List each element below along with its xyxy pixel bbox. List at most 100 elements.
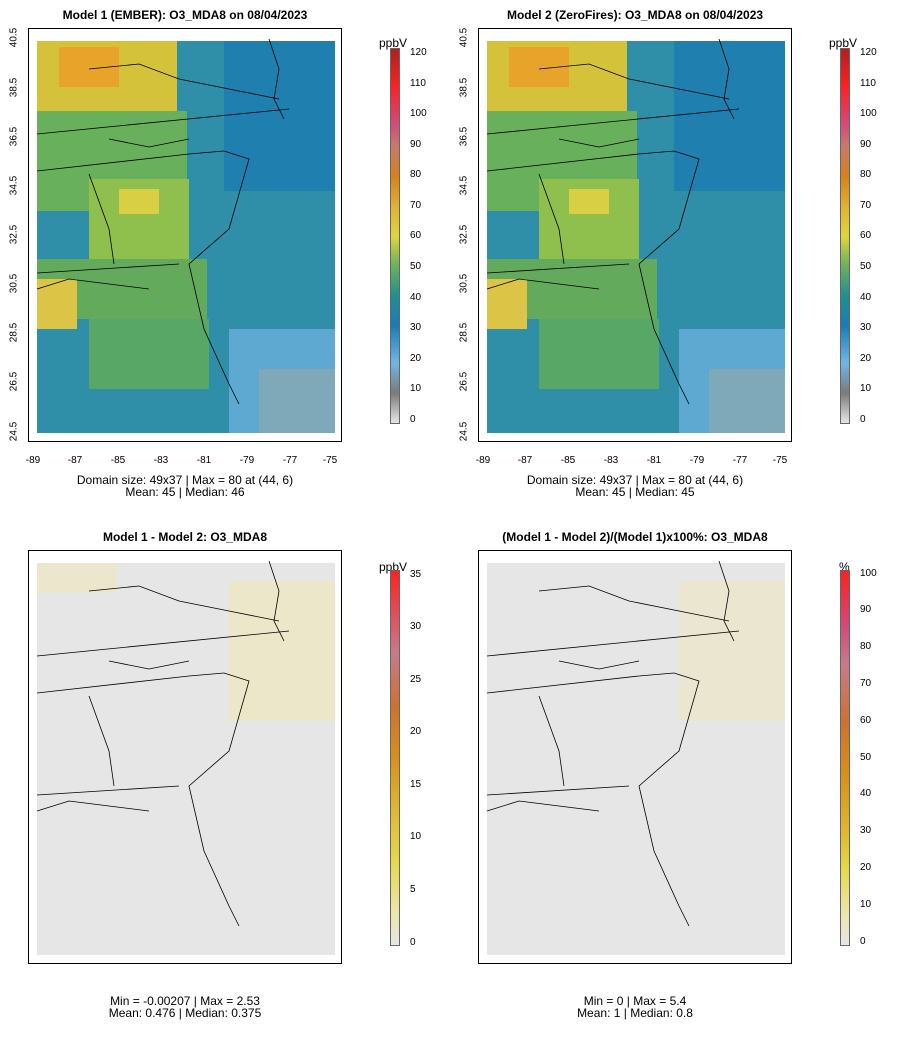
x-tick: -77 (732, 455, 748, 466)
x-tick: -79 (239, 455, 255, 466)
y-tick: 32.5 (458, 224, 470, 245)
colorbar-label: 30 (410, 621, 422, 632)
map-frame (478, 28, 792, 442)
colorbar-label: 80 (410, 169, 422, 180)
x-tick: -87 (517, 455, 533, 466)
colorbar (840, 570, 850, 946)
colorbar-label: 90 (860, 604, 872, 615)
x-tick: -81 (196, 455, 212, 466)
colorbar-label: 30 (860, 825, 872, 836)
colorbar-unit: % (839, 560, 850, 574)
x-tick: -89 (475, 455, 491, 466)
x-tick: -87 (67, 455, 83, 466)
y-tick: 24.5 (8, 421, 20, 442)
colorbar-label: 100 (860, 568, 877, 579)
colorbar-label: 0 (410, 414, 416, 425)
model1-map-panel: Model 1 (EMBER): O3_MDA8 on 08/04/2023 (0, 0, 450, 520)
x-tick: -75 (772, 455, 788, 466)
x-tick: -79 (689, 455, 705, 466)
percent-difference-field-map (486, 560, 785, 955)
colorbar-label: 0 (860, 414, 866, 425)
y-tick: 32.5 (8, 224, 20, 245)
colorbar-label: 20 (410, 353, 422, 364)
map-frame (28, 550, 342, 964)
y-tick: 34.5 (458, 175, 470, 196)
stats-line: Min = 0 | Max = 5.4 (583, 994, 687, 1008)
y-tick: 36.5 (458, 126, 470, 147)
panel-title: Model 1 (EMBER): O3_MDA8 on 08/04/2023 (62, 8, 308, 22)
colorbar-unit: ppbV (829, 36, 858, 50)
colorbar-label: 70 (860, 200, 872, 211)
colorbar-label: 110 (860, 78, 876, 89)
colorbar-label: 110 (410, 78, 426, 89)
x-tick: -77 (282, 455, 298, 466)
stats-line: Mean: 0.476 | Median: 0.375 (108, 1006, 262, 1020)
colorbar (390, 48, 400, 424)
colorbar-label: 30 (860, 322, 872, 333)
colorbar-label: 40 (860, 788, 872, 799)
colorbar-label: 60 (860, 230, 872, 241)
colorbar-label: 10 (860, 899, 872, 910)
colorbar-label: 60 (410, 230, 422, 241)
y-tick: 34.5 (8, 175, 20, 196)
colorbar-label: 30 (410, 322, 422, 333)
percent-difference-map-panel: (Model 1 - Model 2)/(Model 1)x100%: O3_M… (450, 520, 900, 1045)
colorbar-label: 100 (410, 108, 427, 119)
colorbar-label: 40 (860, 292, 872, 303)
colorbar (840, 48, 850, 424)
colorbar-label: 10 (860, 383, 872, 394)
colorbar-label: 120 (410, 47, 427, 58)
y-tick: 36.5 (8, 126, 20, 147)
colorbar-label: 20 (860, 353, 872, 364)
y-tick: 38.5 (458, 77, 470, 98)
colorbar-label: 50 (860, 752, 872, 763)
x-tick: -75 (322, 455, 338, 466)
colorbar-label: 0 (860, 936, 866, 947)
x-tick: -89 (25, 455, 41, 466)
stats-line: Domain size: 49x37 | Max = 80 at (44, 6) (526, 473, 744, 487)
model2-map-panel: Model 2 (ZeroFires): O3_MDA8 on 08/04/20… (450, 0, 900, 520)
stats-line: Mean: 1 | Median: 0.8 (577, 1006, 693, 1020)
difference-map-panel: Model 1 - Model 2: O3_MDA8 Min = -0.0020… (0, 520, 450, 1045)
y-tick: 30.5 (458, 273, 470, 294)
y-tick: 28.5 (8, 322, 20, 343)
colorbar-label: 25 (410, 674, 422, 685)
colorbar-label: 20 (860, 862, 872, 873)
colorbar-label: 20 (410, 726, 422, 737)
colorbar-label: 80 (860, 169, 872, 180)
colorbar (390, 570, 400, 946)
x-tick: -83 (153, 455, 169, 466)
y-tick: 24.5 (458, 421, 470, 442)
stats-line: Domain size: 49x37 | Max = 80 at (44, 6) (76, 473, 294, 487)
difference-field-map (36, 560, 335, 955)
x-tick: -83 (603, 455, 619, 466)
colorbar-label: 10 (410, 383, 422, 394)
colorbar-label: 80 (860, 641, 872, 652)
x-tick: -81 (646, 455, 662, 466)
stats-line: Mean: 45 | Median: 46 (125, 485, 245, 499)
map-frame (478, 550, 792, 964)
stats-line: Mean: 45 | Median: 45 (575, 485, 695, 499)
panel-title: Model 2 (ZeroFires): O3_MDA8 on 08/04/20… (506, 8, 764, 22)
colorbar-label: 10 (410, 831, 422, 842)
ozone-field-map (36, 38, 335, 433)
y-tick: 30.5 (8, 273, 20, 294)
colorbar-label: 0 (410, 937, 416, 948)
y-tick: 40.5 (458, 27, 470, 48)
colorbar-label: 90 (860, 139, 872, 150)
panel-title: Model 1 - Model 2: O3_MDA8 (102, 530, 268, 544)
y-tick: 26.5 (8, 371, 20, 392)
y-tick: 28.5 (458, 322, 470, 343)
y-tick: 40.5 (8, 27, 20, 48)
y-tick: 26.5 (458, 371, 470, 392)
map-frame (28, 28, 342, 442)
colorbar-label: 70 (410, 200, 422, 211)
colorbar-label: 120 (860, 47, 877, 58)
colorbar-label: 90 (410, 139, 422, 150)
x-tick: -85 (110, 455, 126, 466)
colorbar-unit: ppbV (379, 560, 408, 574)
colorbar-unit: ppbV (379, 36, 408, 50)
colorbar-label: 50 (410, 261, 422, 272)
colorbar-label: 5 (410, 884, 416, 895)
colorbar-label: 50 (860, 261, 872, 272)
